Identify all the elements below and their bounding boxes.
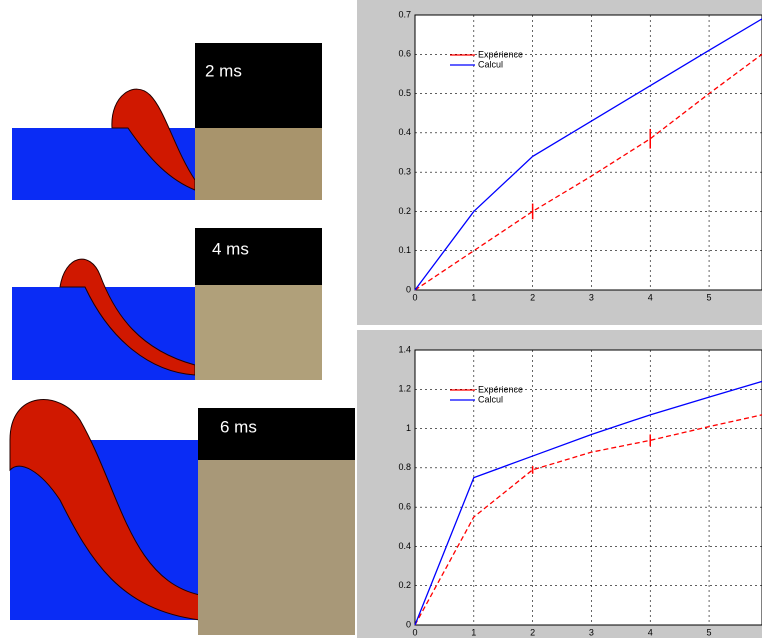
y-tick-label: 0.1: [398, 245, 411, 255]
legend-label: Expérience: [478, 49, 523, 59]
time-label: 6 ms: [220, 417, 257, 436]
y-tick-label: 0.2: [398, 580, 411, 590]
photo: [195, 128, 322, 200]
x-tick-label: 5: [707, 292, 712, 302]
y-tick-label: 0.8: [398, 462, 411, 472]
x-tick-label: 4: [648, 292, 653, 302]
y-tick-label: 1: [406, 423, 411, 433]
y-tick-label: 0.3: [398, 167, 411, 177]
x-tick-label: 1: [471, 627, 476, 637]
y-tick-label: 0.6: [398, 502, 411, 512]
plot-area: [415, 350, 762, 625]
figure: 2 ms 4 ms 6 ms 0 0.1 0.2 0.3 0.4 0.5 0.6 0.7 0 1 2…: [0, 0, 762, 638]
legend-label: Expérience: [478, 384, 523, 394]
x-tick-label: 1: [471, 292, 476, 302]
photo: [195, 285, 322, 380]
x-tick-label: 3: [589, 292, 594, 302]
x-tick-label: 4: [648, 627, 653, 637]
x-tick-label: 0: [412, 627, 417, 637]
x-tick-label: 5: [707, 627, 712, 637]
panel-6ms: 6 ms: [10, 400, 355, 635]
panel-4ms: 4 ms: [12, 228, 322, 380]
x-tick-label: 2: [530, 627, 535, 637]
y-tick-label: 0.4: [398, 541, 411, 551]
y-tick-label: 1.2: [398, 384, 411, 394]
y-tick-label: 0.7: [398, 9, 411, 19]
x-tick-label: 2: [530, 292, 535, 302]
y-tick-label: 0.6: [398, 49, 411, 59]
x-tick-label: 3: [589, 627, 594, 637]
y-tick-label: 1.4: [398, 344, 411, 354]
y-tick-label: 0.2: [398, 206, 411, 216]
y-tick-label: 0.4: [398, 127, 411, 137]
y-tick-label: 0: [406, 619, 411, 629]
legend-label: Calcul: [478, 59, 503, 69]
panel-2ms: 2 ms: [12, 43, 322, 200]
plot-area: [415, 15, 762, 290]
time-label: 4 ms: [212, 239, 249, 258]
x-tick-label: 0: [412, 292, 417, 302]
photo-header: [195, 43, 322, 128]
legend-label: Calcul: [478, 394, 503, 404]
time-label: 2 ms: [205, 61, 242, 80]
photo: [198, 460, 355, 635]
y-tick-label: 0: [406, 284, 411, 294]
y-tick-label: 0.5: [398, 88, 411, 98]
